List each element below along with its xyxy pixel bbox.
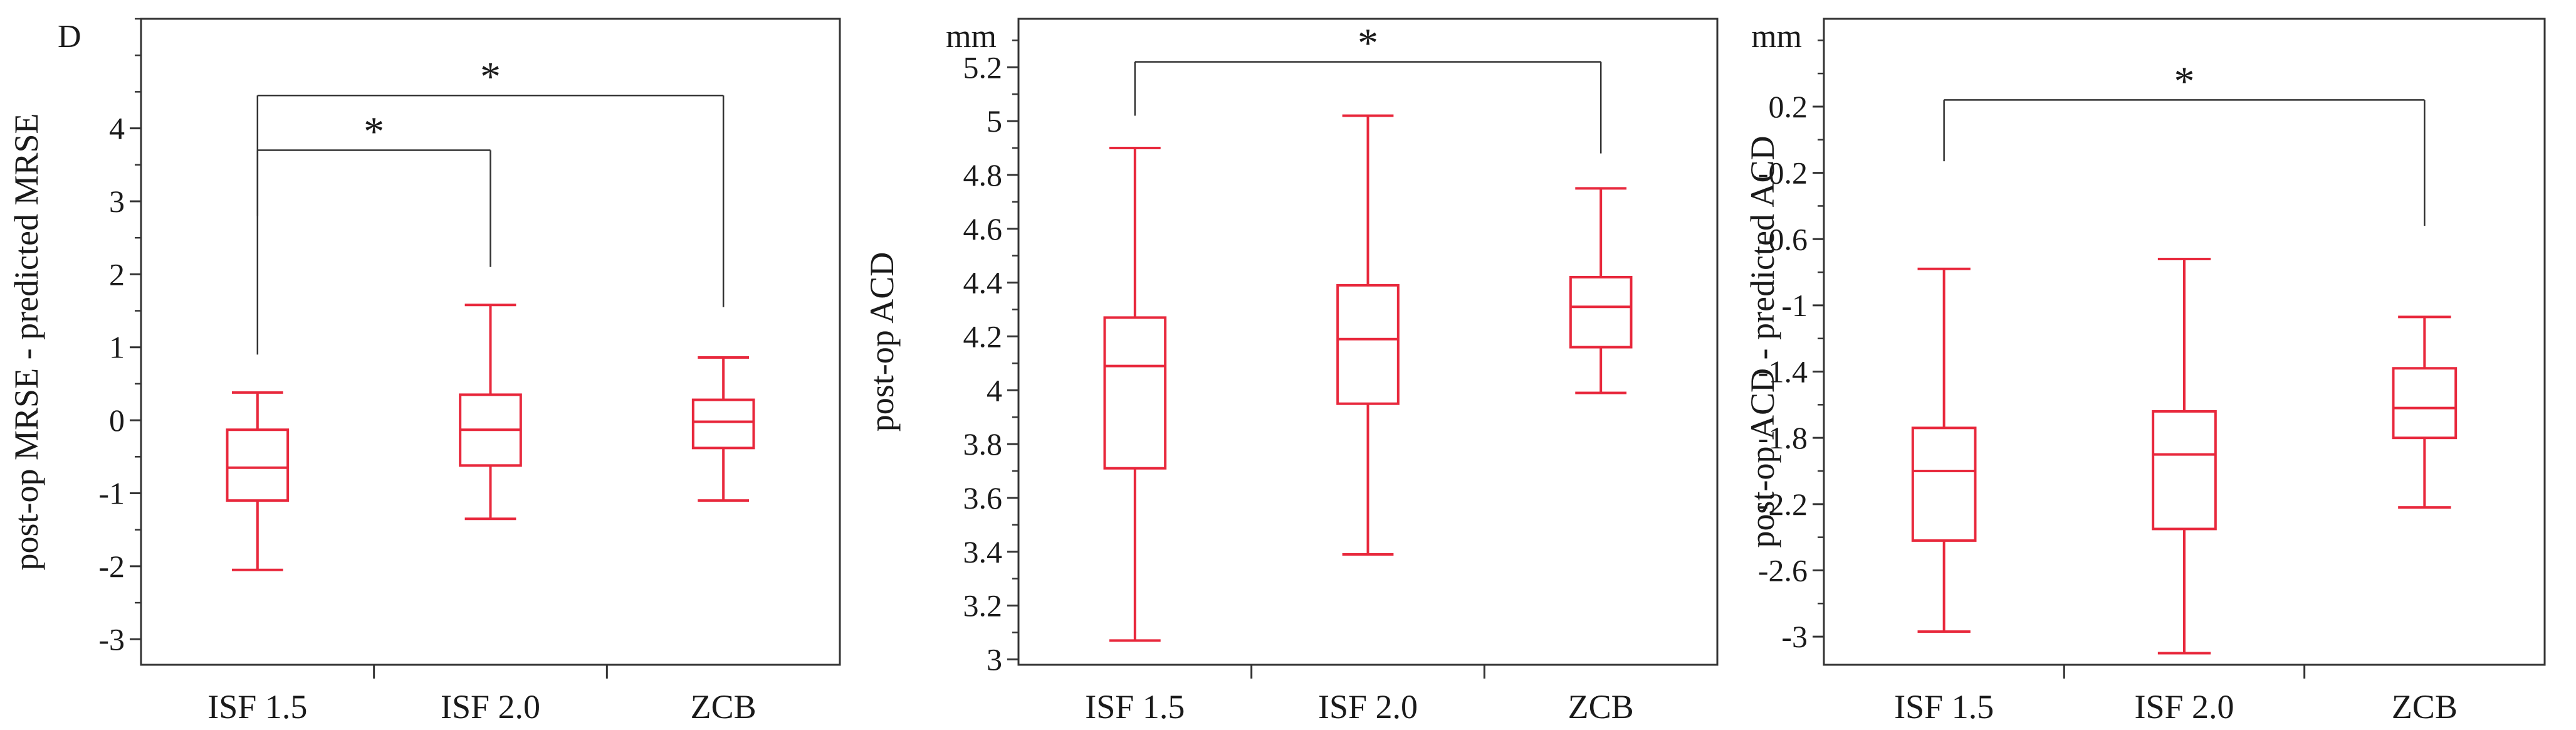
- y-tick-label: -1.4: [1758, 354, 1808, 389]
- iqr-box: [691, 398, 755, 450]
- y-tick-label: -0.6: [1758, 221, 1808, 257]
- box-isf-2-0: [2152, 257, 2217, 655]
- plot-frame: [1017, 18, 1719, 666]
- y-tick-label: 4.8: [963, 157, 1003, 193]
- y-tick-label: -0.2: [1758, 156, 1808, 191]
- y-axis-label: post-op ACD: [863, 252, 901, 432]
- significance-bracket: *: [256, 108, 491, 267]
- iqr-box: [226, 428, 290, 502]
- significance-bracket: *: [256, 54, 725, 355]
- iqr-box: [2392, 367, 2458, 440]
- y-tick-label: 3.8: [963, 426, 1003, 462]
- y-tick-label: 3.6: [963, 480, 1003, 516]
- box-isf-1-5: [1103, 147, 1167, 642]
- y-tick-label: 5: [987, 103, 1002, 139]
- y-tick-label: 1: [109, 330, 125, 365]
- y-tick-label: 3.2: [963, 588, 1003, 623]
- x-category-label: ISF 2.0: [2134, 688, 2234, 726]
- y-tick-label: -2: [98, 549, 125, 584]
- y-tick-label: -1.8: [1758, 420, 1808, 455]
- y-tick-label: 4: [987, 373, 1002, 408]
- significance-star: *: [364, 108, 384, 154]
- x-category-label: ZCB: [1568, 688, 1634, 726]
- y-unit-label: mm: [946, 19, 997, 55]
- x-category-label: ZCB: [2392, 688, 2458, 726]
- iqr-box: [1569, 276, 1633, 349]
- y-tick-label: -2.2: [1758, 487, 1808, 522]
- y-tick-label: 5.2: [963, 50, 1003, 85]
- y-axis-label: post-op ACD - predicted ACD: [1744, 136, 1781, 548]
- y-tick-label: 0: [109, 403, 125, 438]
- y-tick-label: 4.6: [963, 211, 1003, 246]
- box-isf-1-5: [226, 391, 290, 571]
- y-tick-label: 4: [109, 111, 125, 146]
- y-tick-label: 3.4: [963, 534, 1003, 569]
- panel-postop-acd: 3 3.2 3.4 3.6 3.8 4 4.2 4.4 4.6 4.8 5 5.2 ISF 1.5 ISF…: [863, 18, 1719, 726]
- box-isf-2-0: [1336, 114, 1400, 556]
- y-axis-label: post-op MRSE - predicted MRSE: [8, 114, 45, 571]
- box-zcb: [1569, 187, 1633, 394]
- y-tick-label: 3: [109, 184, 125, 219]
- x-category-label: ZCB: [691, 688, 757, 726]
- box-isf-1-5: [1911, 267, 1977, 633]
- y-tick-label: 4.2: [963, 319, 1003, 354]
- y-unit-label: mm: [1751, 19, 1802, 55]
- y-tick-label: 2: [109, 257, 125, 292]
- x-category-label: ISF 2.0: [1318, 688, 1418, 726]
- box-zcb: [2392, 315, 2458, 509]
- significance-star: *: [1358, 21, 1378, 66]
- x-category-label: ISF 1.5: [1894, 688, 1994, 726]
- box-isf-2-0: [459, 304, 522, 521]
- panel-letter: D: [58, 19, 81, 55]
- y-tick-label: -1: [1781, 288, 1808, 323]
- box-zcb: [691, 356, 755, 502]
- x-category-label: ISF 1.5: [1085, 688, 1185, 726]
- y-tick-label: 0.2: [1769, 89, 1808, 124]
- significance-star: *: [2174, 58, 2195, 104]
- x-category-label: ISF 1.5: [207, 688, 307, 726]
- iqr-box: [1336, 283, 1400, 405]
- y-tick-label: -2.6: [1758, 553, 1808, 588]
- iqr-box: [2152, 410, 2217, 531]
- y-tick-label: -3: [1781, 619, 1808, 654]
- plot-frame: [140, 18, 841, 666]
- x-category-label: ISF 2.0: [441, 688, 540, 726]
- panel-acd-error: -3 -2.6 -2.2 -1.8 -1.4 -1 -0.6 -0.2 0.2 ISF 1.5 IS…: [1744, 18, 2546, 726]
- significance-star: *: [480, 54, 501, 100]
- iqr-box: [1911, 426, 1977, 542]
- significance-bracket: *: [1943, 58, 2426, 226]
- iqr-box: [1103, 316, 1167, 470]
- y-tick-label: -3: [98, 622, 125, 657]
- y-tick-label: -1: [98, 475, 125, 510]
- significance-bracket: *: [1134, 21, 1602, 154]
- y-tick-label: 3: [987, 642, 1002, 677]
- y-tick-label: 4.4: [963, 265, 1003, 300]
- plot-frame: [1823, 18, 2546, 666]
